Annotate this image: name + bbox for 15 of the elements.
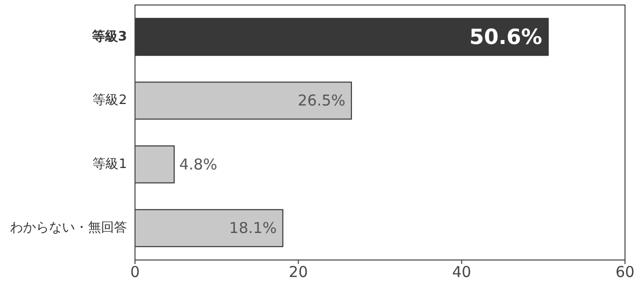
y-tick-label: 等級1 [92,156,127,172]
data-label: 4.8% [179,155,218,174]
x-tick-label: 20 [288,263,308,281]
x-tick-label: 0 [130,263,140,281]
x-tick-label: 40 [452,263,472,281]
bar [134,82,352,120]
bar [134,145,175,184]
data-label: 26.5% [298,92,346,110]
y-tick-label: わからない・無回答 [10,220,127,236]
data-label: 18.1% [229,219,277,238]
data-label: 50.6% [469,24,542,49]
x-tick-label: 60 [615,263,635,281]
y-tick-label: 等級2 [92,93,127,108]
bar [134,209,284,248]
y-tick-label: 等級3 [90,29,127,44]
